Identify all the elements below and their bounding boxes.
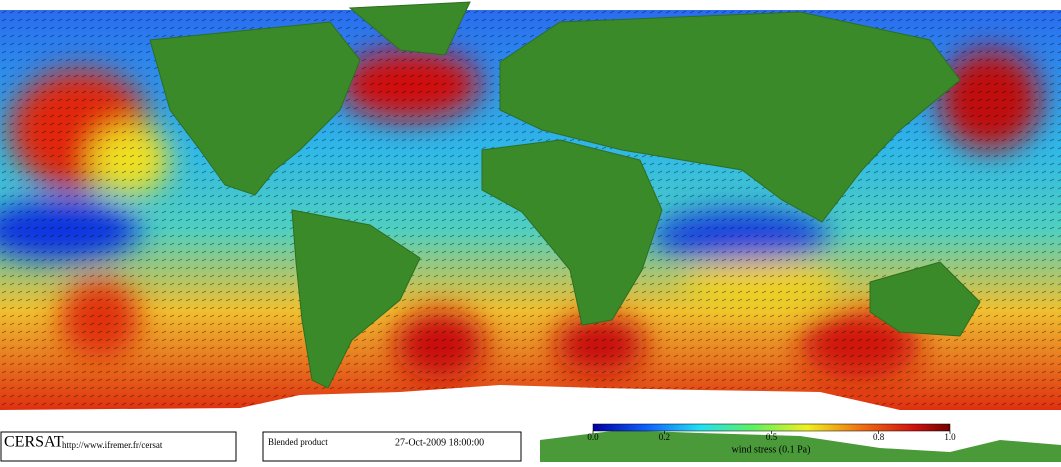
north-america (149, 21, 361, 196)
product: Blended product (268, 437, 328, 447)
colorbar-tick-label: 0.5 (766, 432, 778, 442)
credit-box (0, 431, 237, 462)
colorbar-tick-label: 1.0 (944, 432, 956, 442)
land (149, 1, 981, 389)
africa (481, 139, 663, 326)
australia (869, 261, 981, 337)
colorbar-tick-label: 0.8 (873, 432, 885, 442)
colorbar-label: wind stress (0.1 Pa) (732, 444, 811, 455)
logo: CERSAT (4, 434, 64, 451)
greenland (348, 1, 471, 56)
url: http://www.ifremer.fr/cersat (62, 440, 163, 450)
eurasia (499, 11, 961, 223)
timestamp: 27-Oct-2009 18:00:00 (395, 437, 484, 448)
antarctic-coast (540, 430, 1061, 462)
info-box (262, 431, 522, 462)
colorbar-tick-label: 0.2 (659, 432, 670, 442)
colorbar (592, 423, 951, 432)
colorbar-tick-label: 0.0 (587, 432, 599, 442)
south-america (291, 209, 421, 389)
